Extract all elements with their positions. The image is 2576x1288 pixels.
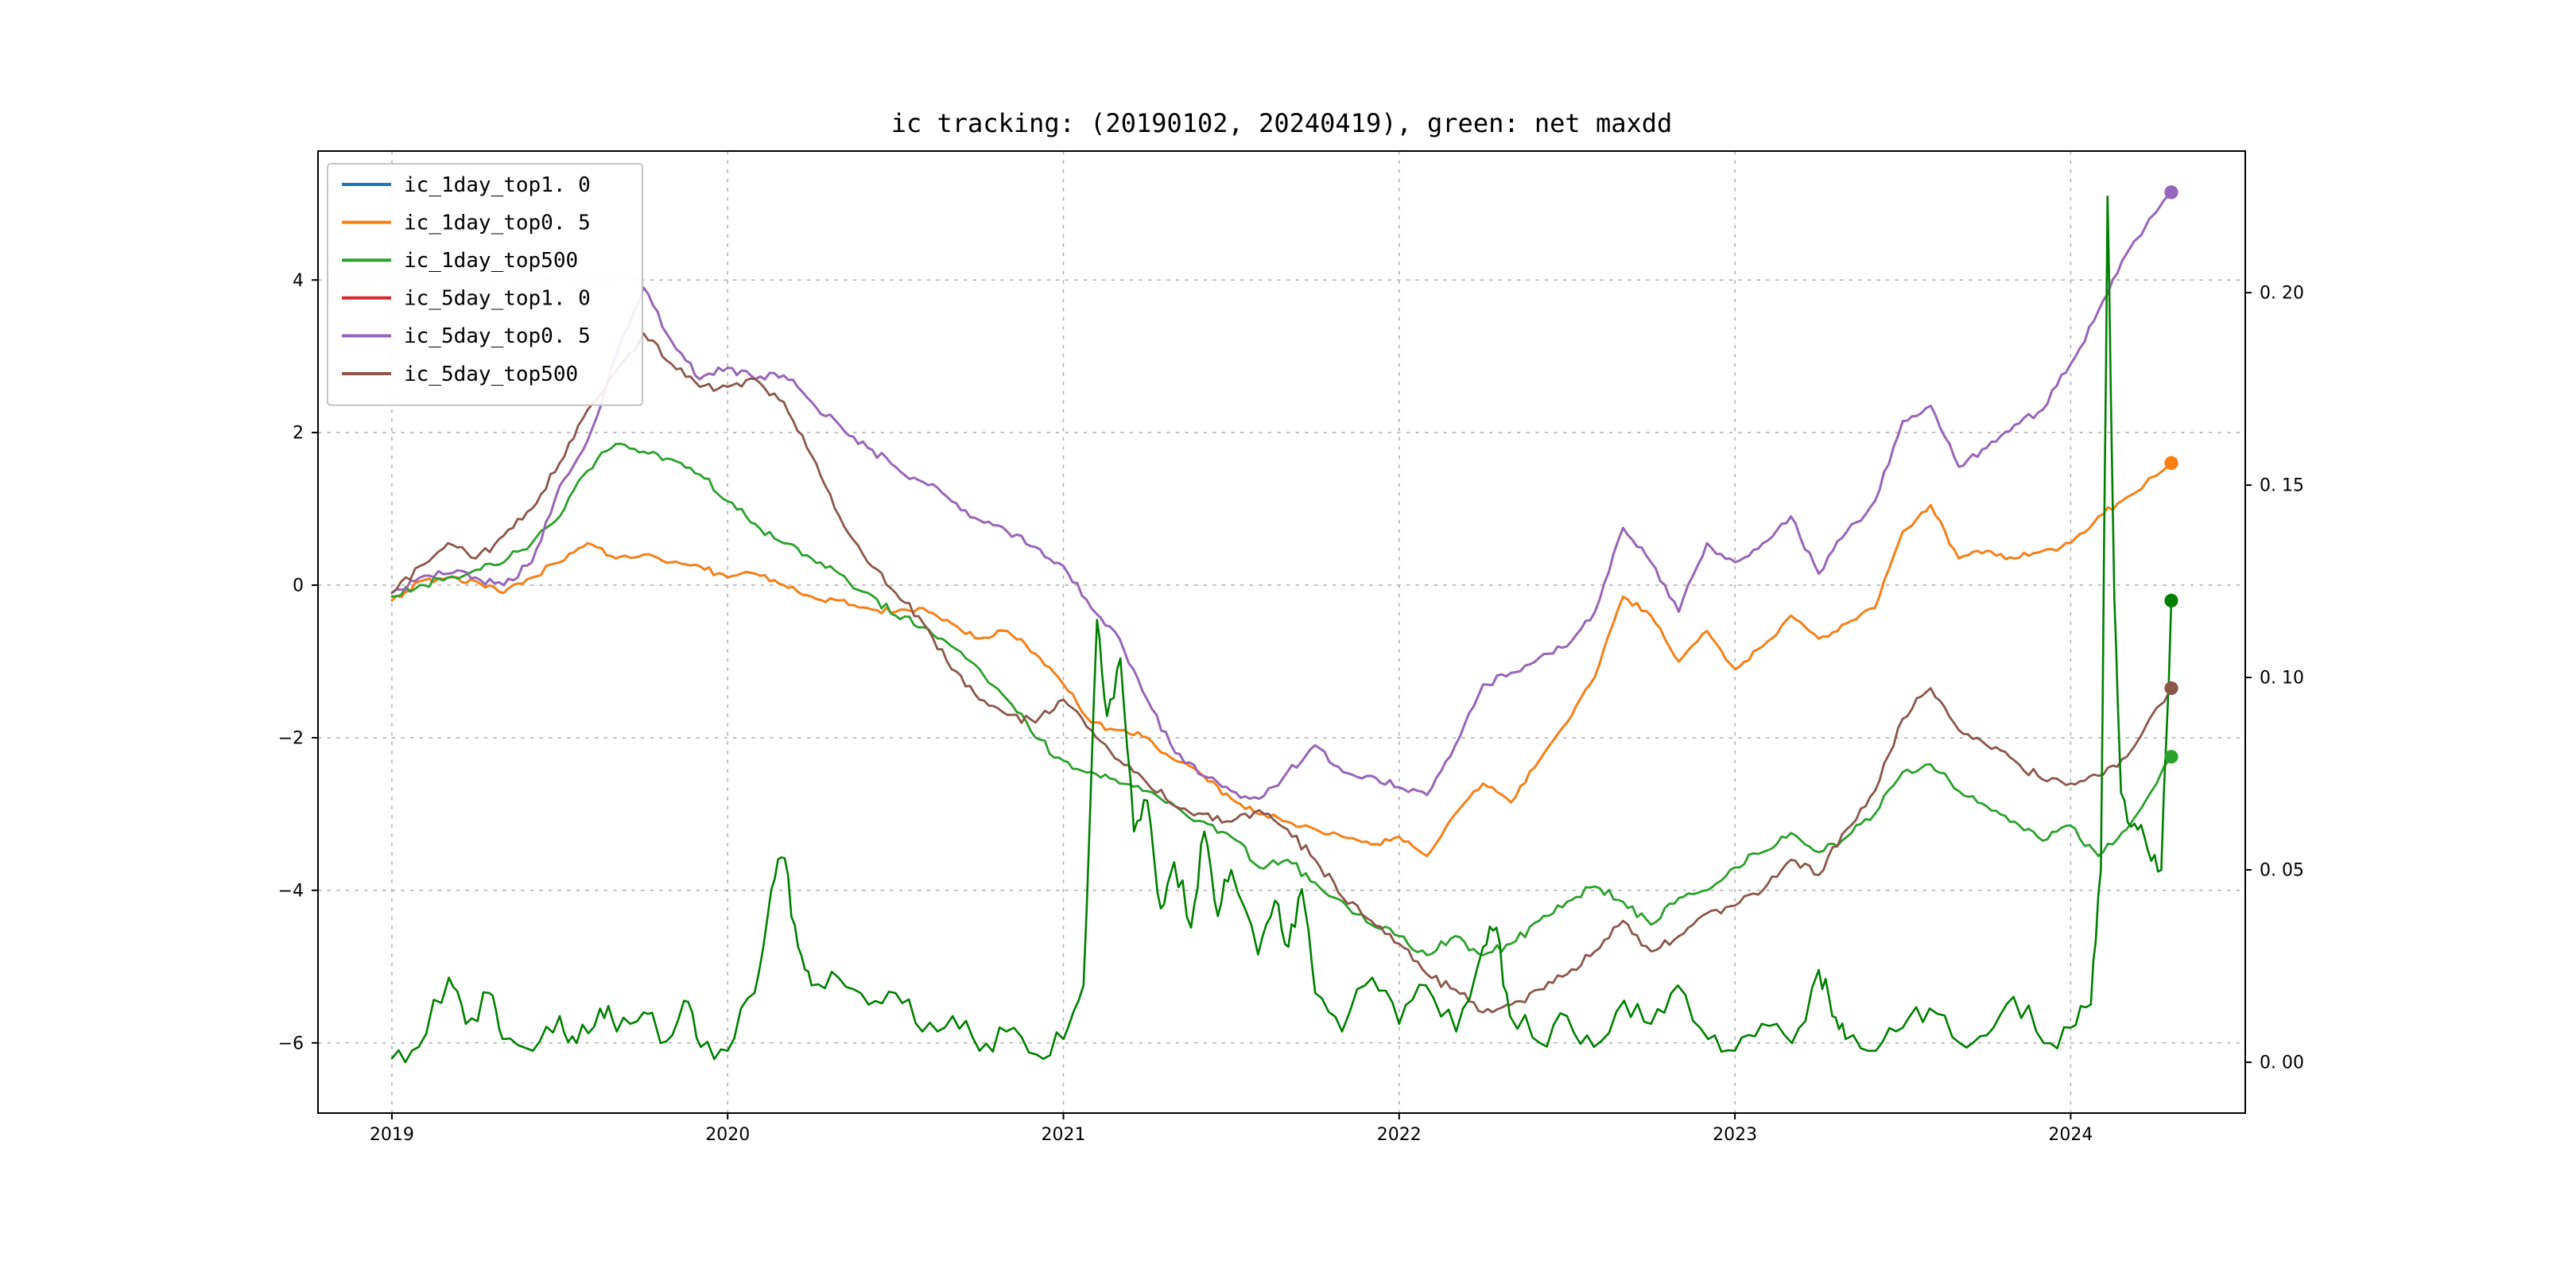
y-right-tick-label: 0. 10	[2260, 669, 2304, 689]
x-tick-label: 2020	[705, 1125, 750, 1145]
y-right-tick-label: 0. 00	[2260, 1053, 2304, 1073]
x-tick-label: 2019	[370, 1125, 414, 1145]
end-marker-ic_5day_top0.5	[2164, 185, 2178, 200]
legend: ic_1day_top1. 0 ic_1day_top0. 5 ic_1day_to…	[327, 163, 643, 406]
legend-label-ic_1day_top1.0: ic_1day_top1. 0	[404, 173, 591, 197]
axis-ticks: 2019 2020 2021 2022 2023 2024 4 2 0 −2 −4 −6 0. 20 0.…	[278, 271, 2304, 1145]
legend-label-ic_5day_top0.5: ic_5day_top0. 5	[404, 324, 591, 348]
y-left-tick-label: −6	[278, 1034, 304, 1053]
series-line-ic_1day_top500	[390, 442, 2173, 956]
y-right-tick-label: 0. 05	[2260, 861, 2304, 881]
end-markers	[2164, 185, 2178, 764]
x-tick-label: 2022	[1377, 1125, 1422, 1145]
x-tick-label: 2021	[1042, 1125, 1086, 1145]
series-line-ic_1day_top0.5	[390, 462, 2173, 857]
y-left-tick-label: 2	[293, 424, 304, 444]
axes-frame	[317, 150, 2246, 1114]
series-line-net_maxdd	[390, 195, 2173, 1064]
series-line-ic_5day_top500	[390, 332, 2173, 1014]
y-left-tick-label: 0	[293, 576, 304, 596]
series-line-ic_1day_top1.0	[390, 462, 2173, 857]
y-left-tick-label: −2	[278, 728, 304, 748]
series-line-ic_5day_top0.5	[390, 191, 2173, 800]
y-left-tick-label: 4	[293, 271, 304, 291]
grid-lines	[318, 151, 2245, 1113]
series-line-ic_5day_top1.0	[390, 191, 2173, 800]
legend-box	[327, 163, 643, 406]
y-right-tick-label: 0. 15	[2260, 476, 2304, 496]
series-lines	[390, 191, 2173, 1064]
y-left-tick-label: −4	[278, 881, 304, 901]
y-right-tick-label: 0. 20	[2260, 284, 2304, 304]
legend-label-ic_5day_top500: ic_5day_top500	[404, 363, 578, 386]
end-marker-ic_5day_top500	[2164, 681, 2178, 696]
legend-label-ic_1day_top0.5: ic_1day_top0. 5	[404, 211, 591, 235]
x-tick-label: 2023	[1713, 1125, 1757, 1145]
end-marker-net_maxdd	[2164, 593, 2178, 608]
legend-label-ic_5day_top1.0: ic_5day_top1. 0	[404, 287, 591, 311]
x-tick-label: 2024	[2048, 1125, 2093, 1145]
legend-label-ic_1day_top500: ic_1day_top500	[404, 249, 578, 273]
chart-title: ic tracking: (20190102, 20240419), green…	[891, 108, 1673, 138]
end-marker-ic_1day_top500	[2164, 750, 2178, 764]
end-marker-ic_1day_top0.5	[2164, 456, 2178, 471]
